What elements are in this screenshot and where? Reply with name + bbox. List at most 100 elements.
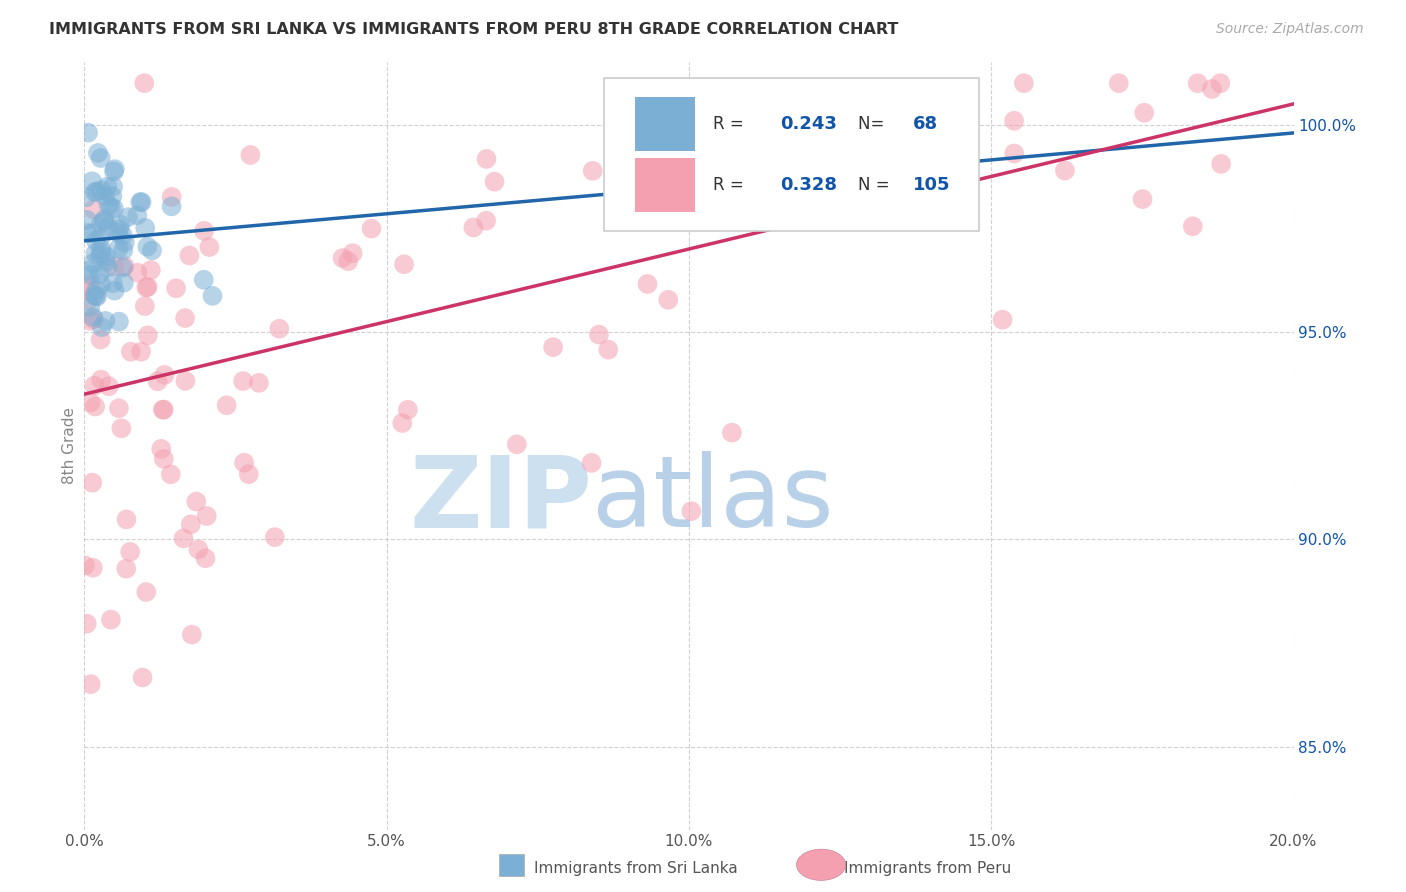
Point xyxy=(96,260,118,275)
Point xyxy=(135,280,157,294)
Point xyxy=(96,250,118,264)
Point xyxy=(136,280,159,294)
Point xyxy=(637,277,659,291)
Point xyxy=(93,212,115,227)
Point xyxy=(134,220,156,235)
Point xyxy=(79,277,101,292)
Point xyxy=(103,284,125,298)
Point xyxy=(110,218,132,232)
Point xyxy=(1002,146,1025,161)
FancyBboxPatch shape xyxy=(634,97,695,151)
Point xyxy=(90,333,112,347)
Point xyxy=(90,217,112,231)
Point xyxy=(1209,76,1232,90)
Text: N=: N= xyxy=(858,115,890,133)
Point xyxy=(100,613,122,627)
Point xyxy=(82,475,104,490)
Point xyxy=(1108,76,1130,90)
Point xyxy=(79,395,101,409)
Point xyxy=(180,627,202,641)
Point xyxy=(90,183,112,197)
Point xyxy=(111,228,134,243)
Point xyxy=(112,244,135,258)
Point xyxy=(134,76,156,90)
Point xyxy=(582,164,605,178)
Point xyxy=(139,263,162,277)
Point xyxy=(616,117,638,131)
Point xyxy=(108,315,131,329)
Point xyxy=(75,190,97,204)
Point xyxy=(332,251,354,265)
Point xyxy=(82,256,104,270)
Point xyxy=(90,246,112,260)
Point xyxy=(912,204,935,219)
Point xyxy=(247,376,270,390)
Point xyxy=(475,152,498,166)
Text: atlas: atlas xyxy=(592,451,834,549)
Point xyxy=(90,320,112,334)
Point xyxy=(180,517,202,532)
Point xyxy=(484,175,506,189)
Point xyxy=(239,148,262,162)
Point xyxy=(108,222,131,236)
Point xyxy=(681,504,703,518)
Point xyxy=(165,281,187,295)
Point xyxy=(160,190,183,204)
Point xyxy=(94,254,117,268)
Point xyxy=(233,456,256,470)
Point xyxy=(90,151,112,165)
Point xyxy=(87,146,110,161)
Point xyxy=(1132,192,1154,206)
Point xyxy=(129,195,152,210)
Point xyxy=(1181,219,1204,234)
Point xyxy=(79,314,101,328)
Point xyxy=(391,416,413,430)
Point xyxy=(201,289,224,303)
Point xyxy=(129,344,152,359)
Text: 0.328: 0.328 xyxy=(780,176,837,194)
Point xyxy=(84,289,107,303)
Point xyxy=(83,378,105,392)
Point xyxy=(598,343,620,357)
Point xyxy=(94,189,117,203)
Point xyxy=(101,277,124,291)
Y-axis label: 8th Grade: 8th Grade xyxy=(62,408,77,484)
Point xyxy=(107,226,129,240)
Point xyxy=(84,400,107,414)
Point xyxy=(657,293,679,307)
Point xyxy=(186,494,208,508)
Point xyxy=(90,277,112,292)
Point xyxy=(96,179,118,194)
Point xyxy=(104,162,127,177)
Point xyxy=(136,328,159,343)
Point xyxy=(506,437,529,451)
Point xyxy=(97,220,120,235)
Point xyxy=(150,442,173,456)
Point xyxy=(82,310,104,325)
Point xyxy=(193,224,215,238)
Point xyxy=(112,259,135,273)
Point xyxy=(97,379,120,393)
Point xyxy=(1201,82,1223,96)
Point xyxy=(82,174,104,188)
Point xyxy=(136,239,159,253)
Text: R =: R = xyxy=(713,115,749,133)
Text: IMMIGRANTS FROM SRI LANKA VS IMMIGRANTS FROM PERU 8TH GRADE CORRELATION CHART: IMMIGRANTS FROM SRI LANKA VS IMMIGRANTS … xyxy=(49,22,898,37)
Point xyxy=(1012,76,1035,90)
Point xyxy=(115,562,138,576)
Point xyxy=(269,322,291,336)
Text: ZIP: ZIP xyxy=(409,451,592,549)
Text: 68: 68 xyxy=(912,115,938,133)
Point xyxy=(110,421,132,435)
Point xyxy=(815,151,838,165)
Point xyxy=(127,266,149,280)
Point xyxy=(392,257,415,271)
Point xyxy=(120,344,142,359)
Point xyxy=(90,373,112,387)
Point xyxy=(1187,76,1209,90)
Point xyxy=(152,402,174,417)
Point xyxy=(77,293,100,308)
Point xyxy=(842,140,865,154)
Point xyxy=(342,246,364,260)
Point xyxy=(588,327,610,342)
